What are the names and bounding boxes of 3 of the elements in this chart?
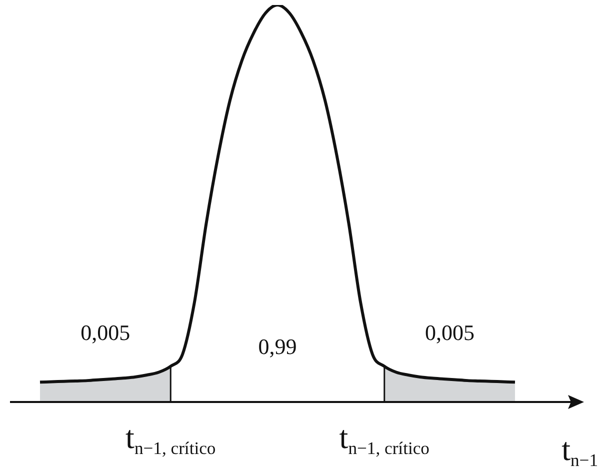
annotation: 0,005 (424, 320, 474, 345)
annotation: 0,99 (258, 334, 297, 359)
annotation: 0,005 (80, 320, 130, 345)
